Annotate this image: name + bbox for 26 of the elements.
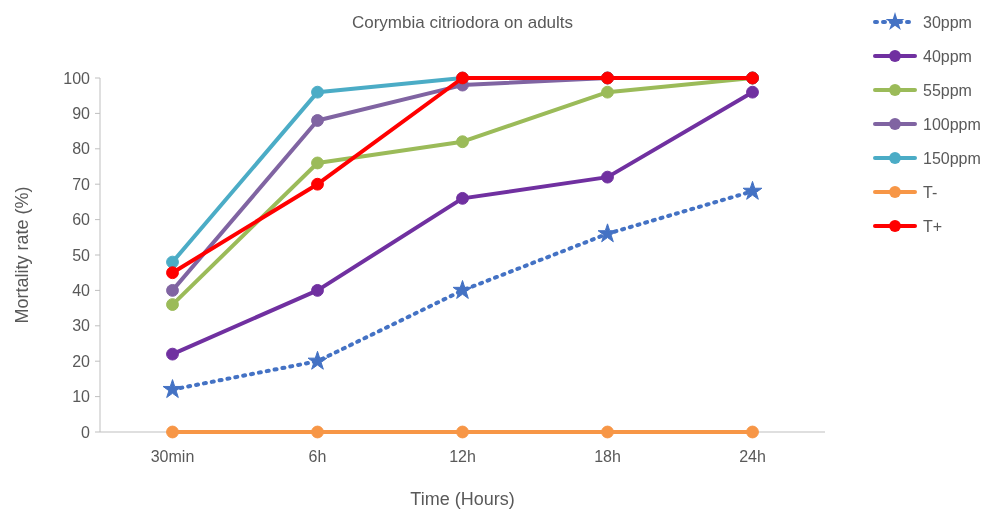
y-tick-label: 0 [81,423,91,441]
x-tick-label: 12h [449,448,476,465]
y-tick-label: 90 [72,105,91,122]
x-tick-label: 30min [150,448,195,465]
legend-label: 30ppm [923,13,972,31]
legend-label: T- [923,183,938,201]
y-tick-label: 100 [63,69,91,87]
y-tick-label: 70 [72,175,91,193]
y-tick-label: 30 [72,317,91,335]
legend-label: T+ [923,217,943,235]
y-tick-label: 60 [72,211,91,229]
legend-label: 150ppm [923,149,981,167]
y-axis-title: Mortality rate (%) [12,186,32,324]
y-tick-label: 40 [72,282,91,299]
y-tick-label: 20 [72,352,91,370]
y-tick-label: 80 [72,140,91,158]
y-tick-label: 10 [72,388,91,406]
legend-label: 40ppm [923,47,972,65]
chart-title: Corymbia citriodora on adults [351,13,574,32]
x-tick-label: 6h [308,448,327,465]
y-tick-label: 50 [72,246,91,264]
x-tick-label: 18h [594,448,621,465]
legend-label: 100ppm [923,115,981,133]
x-tick-label: 24h [739,448,766,465]
legend-label: 55ppm [923,81,972,99]
x-axis-title: Time (Hours) [410,489,515,509]
